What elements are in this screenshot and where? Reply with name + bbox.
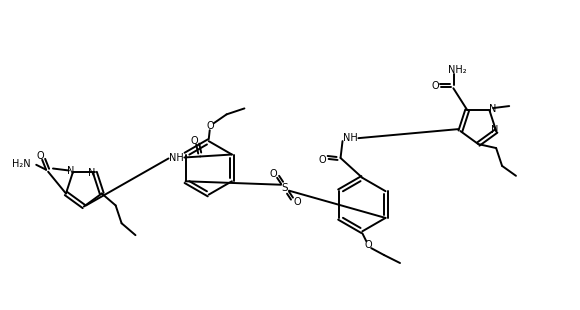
- Text: NH: NH: [343, 133, 358, 143]
- Text: N: N: [491, 125, 498, 135]
- Text: N: N: [67, 166, 74, 176]
- Text: N: N: [489, 104, 496, 114]
- Text: O: O: [364, 240, 372, 250]
- Text: O: O: [432, 81, 439, 91]
- Text: O: O: [269, 169, 277, 179]
- Text: S: S: [282, 183, 288, 193]
- Text: O: O: [37, 151, 44, 161]
- Text: N: N: [88, 168, 96, 179]
- Text: O: O: [207, 121, 215, 131]
- Text: NH₂: NH₂: [448, 65, 467, 75]
- Text: O: O: [190, 136, 198, 146]
- Text: O: O: [319, 155, 327, 165]
- Text: O: O: [293, 197, 301, 206]
- Text: NH: NH: [169, 153, 184, 163]
- Text: H₂N: H₂N: [12, 159, 30, 169]
